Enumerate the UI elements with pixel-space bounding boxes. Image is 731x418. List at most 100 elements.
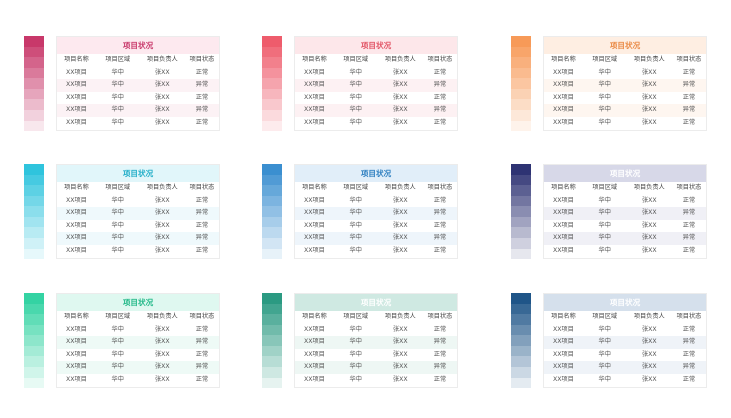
column-header: 项目负责人 (146, 56, 178, 63)
table-row: XX项目 华中 张XX 异常 (544, 336, 706, 349)
column-header: 项目状态 (676, 56, 702, 63)
table-cell: 张XX (392, 338, 408, 346)
table-title: 项目状况 (544, 294, 706, 311)
table-cell: XX项目 (304, 375, 325, 383)
table-cell: 张XX (154, 81, 170, 89)
table-cell: 华中 (111, 196, 124, 204)
table-row: XX项目 华中 张XX 异常 (57, 207, 219, 220)
table-cell: XX项目 (304, 221, 325, 229)
table-row: XX项目 华中 张XX 异常 (57, 104, 219, 117)
table-preview: 项目状况 项目名称 项目区域 项目负责人 项目状态 XX项目 华中 张XX 正常 XX项目 华中 张X… (56, 164, 220, 259)
table-style-card[interactable]: 项目状况 项目名称 项目区域 项目负责人 项目状态 XX项目 华中 张XX 正常 XX项目 华中 张X… (24, 293, 220, 389)
table-cell: 华中 (111, 81, 124, 89)
column-header: 项目名称 (64, 184, 89, 191)
table-cell: 异常 (682, 209, 696, 217)
swatch-segment (511, 195, 531, 207)
column-header: 项目名称 (64, 313, 89, 320)
swatch-segment (511, 88, 531, 100)
table-cell: 华中 (598, 246, 611, 254)
swatch-segment (262, 366, 282, 378)
table-cell: 正常 (682, 118, 696, 126)
table-cell: 华中 (349, 375, 362, 383)
table-cell: 正常 (433, 375, 447, 383)
table-cell: 华中 (349, 68, 362, 76)
swatch-segment (24, 67, 44, 79)
table-preview: 项目状况 项目名称 项目区域 项目负责人 项目状态 XX项目 华中 张XX 正常 XX项目 华中 张X… (56, 293, 220, 388)
table-cell: 张XX (392, 81, 408, 89)
table-cell: 华中 (111, 338, 124, 346)
table-cell: 张XX (392, 246, 408, 254)
swatch-segment (511, 78, 531, 89)
table-style-card[interactable]: 项目状况 项目名称 项目区域 项目负责人 项目状态 XX项目 华中 张XX 正常 XX项目 华中 张X… (262, 293, 458, 389)
table-row: XX项目 华中 张XX 正常 (57, 92, 219, 105)
table-style-card[interactable]: 项目状况 项目名称 项目区域 项目负责人 项目状态 XX项目 华中 张XX 正常 XX项目 华中 张X… (262, 164, 458, 260)
table-cell: XX项目 (66, 68, 87, 76)
color-swatch-strip (511, 293, 531, 389)
swatch-segment (24, 99, 44, 110)
table-cell: 异常 (195, 106, 209, 114)
swatch-segment (24, 377, 44, 389)
table-cell: 张XX (641, 196, 657, 204)
table-cell: 华中 (111, 325, 124, 333)
swatch-segment (511, 120, 531, 132)
swatch-segment (24, 227, 44, 238)
table-cell: 张XX (641, 68, 657, 76)
table-cell: 华中 (349, 118, 362, 126)
table-row: XX项目 华中 张XX 正常 (544, 117, 706, 130)
table-style-card[interactable]: 项目状况 项目名称 项目区域 项目负责人 项目状态 XX项目 华中 张XX 正常 XX项目 华中 张X… (262, 36, 458, 132)
swatch-segment (24, 366, 44, 378)
table-cell: XX项目 (66, 209, 87, 217)
table-style-card[interactable]: 项目状况 项目名称 项目区域 项目负责人 项目状态 XX项目 华中 张XX 正常 XX项目 华中 张X… (511, 36, 707, 132)
table-cell: 异常 (433, 106, 447, 114)
swatch-segment (511, 206, 531, 217)
table-cell: 张XX (641, 350, 657, 358)
table-cell: 华中 (349, 196, 362, 204)
column-header: 项目状态 (676, 313, 702, 320)
table-row: XX项目 华中 张XX 异常 (544, 207, 706, 220)
swatch-segment (24, 185, 44, 196)
column-header: 项目区域 (343, 184, 369, 191)
swatch-segment (511, 36, 531, 47)
table-cell: 华中 (111, 375, 124, 383)
swatch-segment (262, 78, 282, 89)
table-cell: XX项目 (66, 246, 87, 254)
table-cell: XX项目 (304, 350, 325, 358)
table-cell: 华中 (111, 118, 124, 126)
table-row: XX项目 华中 张XX 正常 (57, 195, 219, 208)
table-style-card[interactable]: 项目状况 项目名称 项目区域 项目负责人 项目状态 XX项目 华中 张XX 正常 XX项目 华中 张X… (511, 293, 707, 389)
table-cell: 华中 (111, 209, 124, 217)
swatch-segment (262, 324, 282, 336)
table-title: 项目状况 (295, 294, 457, 311)
table-cell: XX项目 (553, 81, 574, 89)
table-cell: XX项目 (304, 246, 325, 254)
table-style-card[interactable]: 项目状况 项目名称 项目区域 项目负责人 项目状态 XX项目 华中 张XX 正常 XX项目 华中 张X… (511, 164, 707, 260)
table-cell: 张XX (641, 81, 657, 89)
table-cell: XX项目 (553, 375, 574, 383)
table-cell: XX项目 (304, 234, 325, 242)
table-title: 项目状况 (295, 37, 457, 54)
table-style-card[interactable]: 项目状况 项目名称 项目区域 项目负责人 项目状态 XX项目 华中 张XX 正常 XX项目 华中 张X… (24, 164, 220, 260)
table-preview: 项目状况 项目名称 项目区域 项目负责人 项目状态 XX项目 华中 张XX 正常 XX项目 华中 张X… (56, 36, 220, 131)
table-row: XX项目 华中 张XX 正常 (57, 67, 219, 80)
swatch-segment (262, 206, 282, 217)
table-row: XX项目 华中 张XX 正常 (295, 245, 457, 258)
column-header: 项目状态 (189, 56, 215, 63)
table-style-card[interactable]: 项目状况 项目名称 项目区域 项目负责人 项目状态 XX项目 华中 张XX 正常 XX项目 华中 张X… (24, 36, 220, 132)
table-cell: 华中 (111, 363, 124, 371)
table-cell: 异常 (195, 234, 209, 242)
swatch-segment (511, 324, 531, 336)
swatch-segment (262, 293, 282, 304)
table-cell: XX项目 (553, 118, 574, 126)
swatch-segment (511, 314, 531, 325)
table-cell: 正常 (682, 68, 696, 76)
table-cell: 华中 (349, 221, 362, 229)
table-row: XX项目 华中 张XX 异常 (57, 361, 219, 374)
table-cell: 正常 (433, 93, 447, 101)
table-cell: 正常 (195, 350, 209, 358)
table-cell: 华中 (598, 363, 611, 371)
swatch-segment (262, 377, 282, 389)
table-cell: 华中 (349, 246, 362, 254)
swatch-segment (24, 237, 44, 249)
column-header: 项目负责人 (146, 184, 178, 191)
table-cell: 张XX (392, 68, 408, 76)
